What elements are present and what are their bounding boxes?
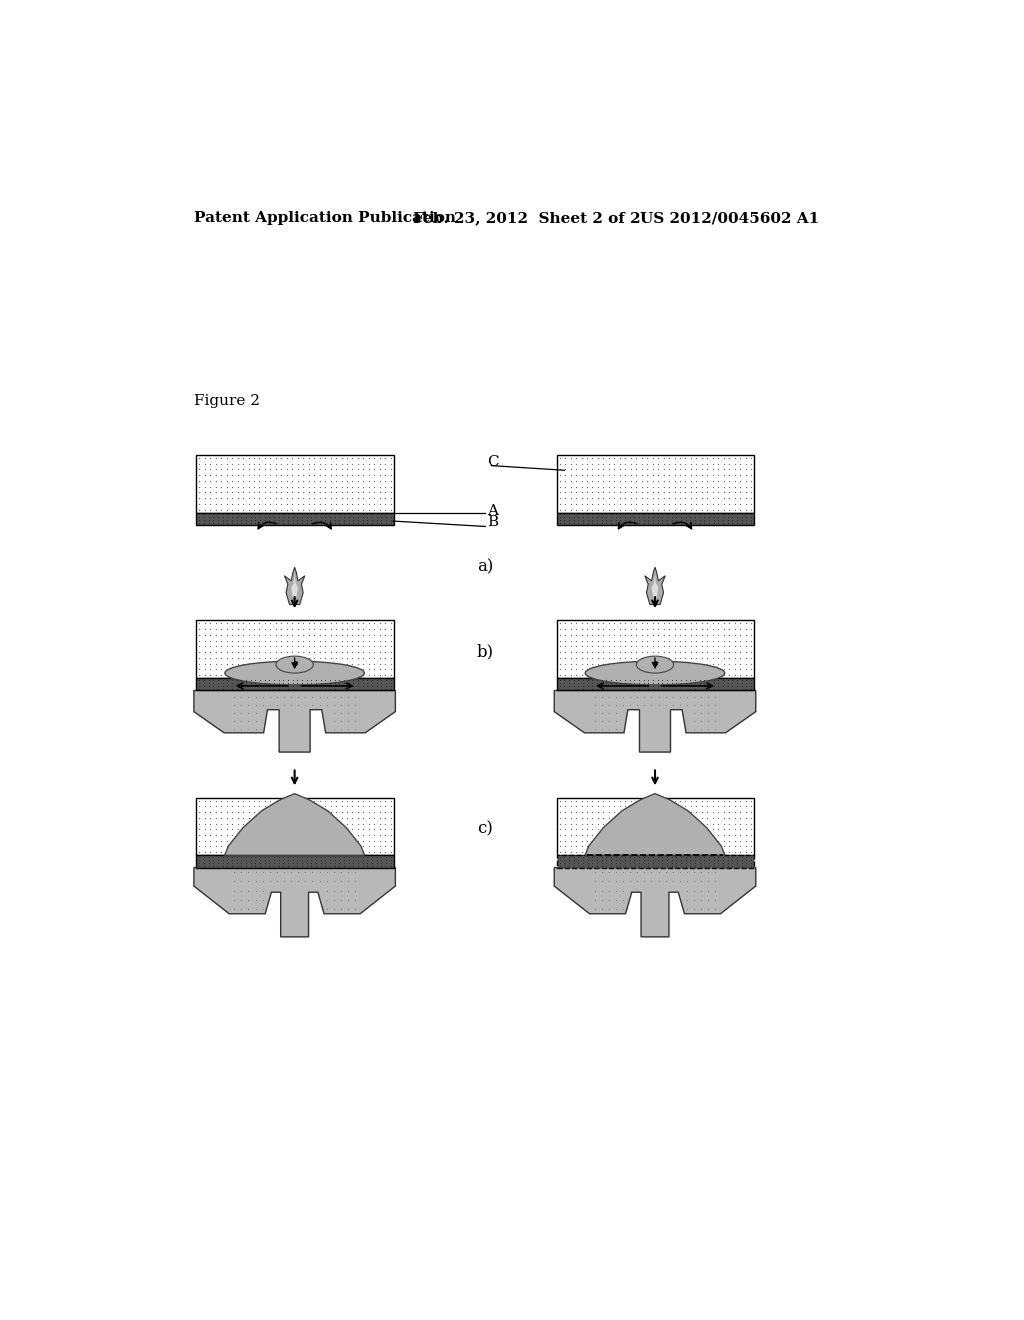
Text: Feb. 23, 2012  Sheet 2 of 2: Feb. 23, 2012 Sheet 2 of 2 — [414, 211, 641, 226]
Text: A: A — [486, 504, 498, 517]
Text: C: C — [486, 454, 499, 469]
Bar — [197, 620, 394, 678]
Text: Figure 2: Figure 2 — [194, 393, 260, 408]
Polygon shape — [291, 574, 298, 598]
Polygon shape — [285, 568, 305, 605]
Polygon shape — [645, 568, 666, 605]
Text: Patent Application Publication: Patent Application Publication — [194, 211, 456, 226]
Text: b): b) — [477, 644, 494, 660]
Ellipse shape — [225, 661, 365, 685]
Bar — [197, 512, 394, 525]
Bar — [557, 797, 755, 855]
Text: B: B — [486, 516, 498, 529]
Polygon shape — [194, 690, 395, 752]
Ellipse shape — [636, 656, 674, 673]
Bar — [557, 455, 755, 512]
Text: US 2012/0045602 A1: US 2012/0045602 A1 — [640, 211, 819, 226]
Bar — [197, 797, 394, 855]
Polygon shape — [224, 793, 365, 855]
Polygon shape — [554, 867, 756, 937]
Polygon shape — [585, 793, 725, 855]
Bar — [557, 678, 755, 690]
Bar — [557, 620, 755, 678]
Ellipse shape — [586, 661, 725, 685]
Polygon shape — [651, 574, 658, 598]
Bar — [197, 855, 394, 867]
Ellipse shape — [276, 656, 313, 673]
Bar — [557, 855, 755, 867]
Text: c): c) — [477, 821, 493, 838]
Polygon shape — [554, 690, 756, 752]
Polygon shape — [194, 867, 395, 937]
Bar — [557, 512, 755, 525]
Bar — [197, 455, 394, 512]
Text: a): a) — [477, 558, 494, 576]
Bar — [197, 678, 394, 690]
